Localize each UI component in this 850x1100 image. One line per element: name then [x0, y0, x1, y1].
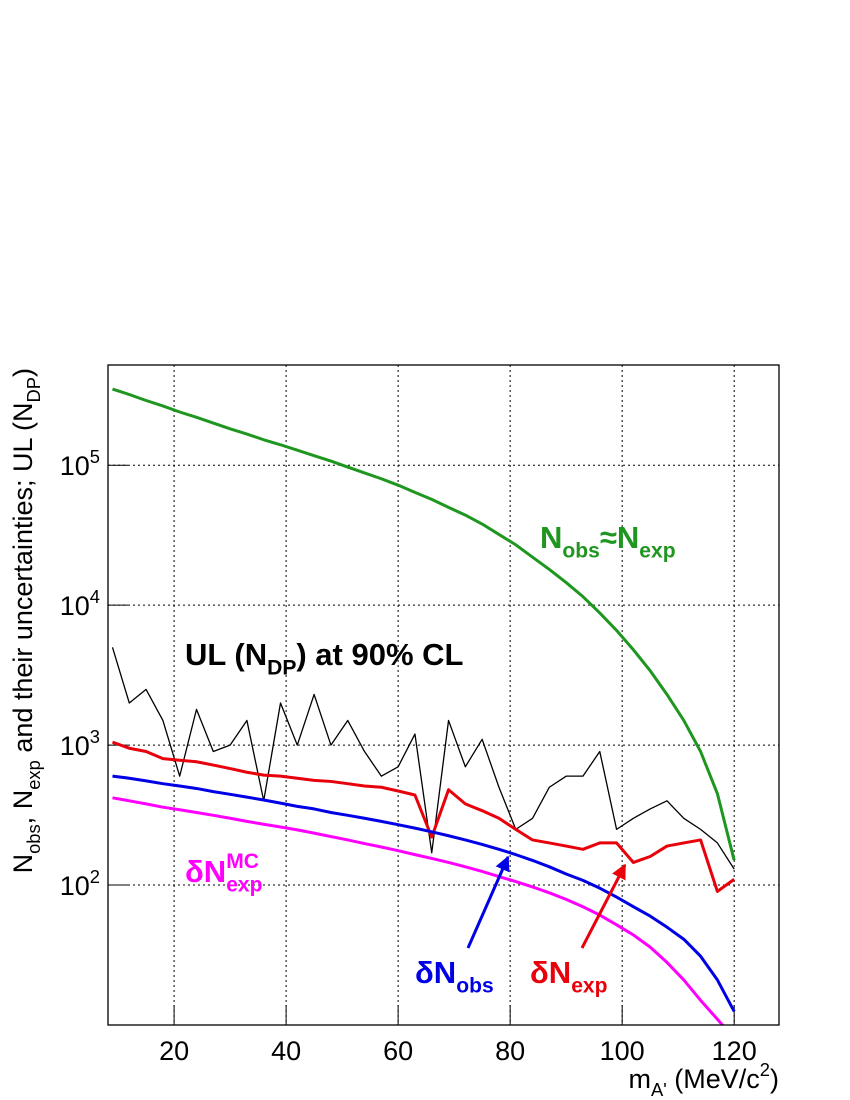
series-line	[112, 774, 736, 1013]
plot-frame	[107, 364, 780, 1026]
annotation: UL (NDP) at 90% CL	[185, 637, 463, 679]
arrow	[466, 855, 510, 949]
annotation: δNobs	[415, 955, 494, 997]
x-tick-label: 100	[600, 1036, 645, 1066]
series-line	[111, 740, 736, 893]
y-tick-label: 102	[60, 866, 100, 901]
x-tick-label: 40	[271, 1036, 301, 1066]
annotation: δNexp	[530, 955, 608, 997]
y-tick-label: 103	[60, 726, 100, 761]
series-line	[112, 387, 736, 861]
x-tick-label: 80	[495, 1036, 525, 1066]
x-tick-label: 60	[383, 1036, 413, 1066]
y-tick-label: 104	[60, 586, 100, 621]
series-line	[111, 647, 735, 870]
series-line	[112, 796, 725, 1025]
annotation: δNexpMC	[185, 850, 263, 896]
x-axis-label: mA' (MeV/c2)	[629, 1059, 780, 1100]
x-tick-label: 120	[712, 1036, 757, 1066]
y-axis-label: Nobs, Nexp and their uncertainties; UL (…	[8, 368, 44, 873]
y-tick-label: 105	[60, 446, 100, 481]
x-tick-label: 20	[159, 1036, 189, 1066]
annotation: Nobs≈Nexp	[540, 520, 676, 562]
arrow	[580, 863, 627, 949]
plot-area	[111, 387, 736, 1025]
